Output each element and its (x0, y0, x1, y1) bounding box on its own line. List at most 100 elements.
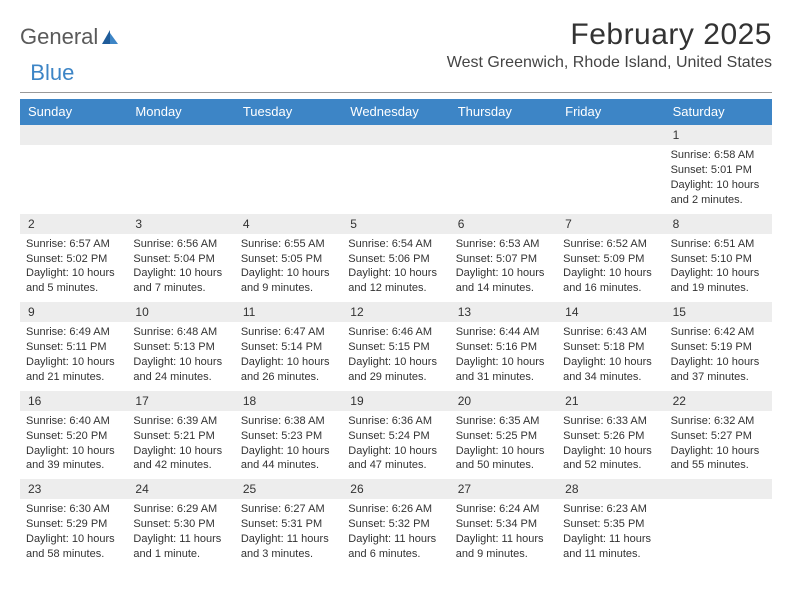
day-number (342, 125, 449, 145)
calendar-day: 12Sunrise: 6:46 AMSunset: 5:15 PMDayligh… (342, 302, 449, 391)
day-number: 4 (235, 214, 342, 234)
day-number: 13 (450, 302, 557, 322)
sunset-text: Sunset: 5:21 PM (133, 429, 228, 444)
calendar-day (557, 125, 664, 214)
day-number: 22 (665, 391, 772, 411)
sunrise-text: Sunrise: 6:24 AM (456, 502, 551, 517)
calendar-day: 18Sunrise: 6:38 AMSunset: 5:23 PMDayligh… (235, 391, 342, 480)
calendar-day: 9Sunrise: 6:49 AMSunset: 5:11 PMDaylight… (20, 302, 127, 391)
sunrise-text: Sunrise: 6:53 AM (456, 237, 551, 252)
daylight-text: Daylight: 10 hours and 55 minutes. (671, 444, 766, 474)
calendar-day: 23Sunrise: 6:30 AMSunset: 5:29 PMDayligh… (20, 479, 127, 568)
day-number: 17 (127, 391, 234, 411)
sunrise-text: Sunrise: 6:51 AM (671, 237, 766, 252)
sail-icon (100, 28, 120, 46)
daylight-text: Daylight: 10 hours and 14 minutes. (456, 266, 551, 296)
day-number: 20 (450, 391, 557, 411)
day-of-week-header: Sunday Monday Tuesday Wednesday Thursday… (20, 99, 772, 125)
day-number: 3 (127, 214, 234, 234)
daylight-text: Daylight: 11 hours and 11 minutes. (563, 532, 658, 562)
calendar-day: 27Sunrise: 6:24 AMSunset: 5:34 PMDayligh… (450, 479, 557, 568)
sunset-text: Sunset: 5:14 PM (241, 340, 336, 355)
day-number (235, 125, 342, 145)
brand-word-1: General (20, 24, 98, 50)
title-block: February 2025 West Greenwich, Rhode Isla… (447, 18, 772, 72)
calendar-day: 26Sunrise: 6:26 AMSunset: 5:32 PMDayligh… (342, 479, 449, 568)
day-number: 24 (127, 479, 234, 499)
daylight-text: Daylight: 10 hours and 5 minutes. (26, 266, 121, 296)
calendar-day: 14Sunrise: 6:43 AMSunset: 5:18 PMDayligh… (557, 302, 664, 391)
sunset-text: Sunset: 5:30 PM (133, 517, 228, 532)
sunset-text: Sunset: 5:31 PM (241, 517, 336, 532)
daylight-text: Daylight: 10 hours and 19 minutes. (671, 266, 766, 296)
calendar-week: 2Sunrise: 6:57 AMSunset: 5:02 PMDaylight… (20, 214, 772, 303)
sunset-text: Sunset: 5:15 PM (348, 340, 443, 355)
daylight-text: Daylight: 10 hours and 34 minutes. (563, 355, 658, 385)
calendar-day: 20Sunrise: 6:35 AMSunset: 5:25 PMDayligh… (450, 391, 557, 480)
sunset-text: Sunset: 5:05 PM (241, 252, 336, 267)
sunrise-text: Sunrise: 6:48 AM (133, 325, 228, 340)
daylight-text: Daylight: 10 hours and 26 minutes. (241, 355, 336, 385)
daylight-text: Daylight: 10 hours and 29 minutes. (348, 355, 443, 385)
sunset-text: Sunset: 5:20 PM (26, 429, 121, 444)
calendar-day: 4 Sunrise: 6:55 AMSunset: 5:05 PMDaylight… (235, 214, 342, 303)
calendar-day: 19Sunrise: 6:36 AMSunset: 5:24 PMDayligh… (342, 391, 449, 480)
sunrise-text: Sunrise: 6:55 AM (241, 237, 336, 252)
calendar-day: 6Sunrise: 6:53 AMSunset: 5:07 PMDaylight… (450, 214, 557, 303)
day-number: 27 (450, 479, 557, 499)
sunrise-text: Sunrise: 6:56 AM (133, 237, 228, 252)
day-number (557, 125, 664, 145)
sunset-text: Sunset: 5:34 PM (456, 517, 551, 532)
day-number: 18 (235, 391, 342, 411)
day-number: 15 (665, 302, 772, 322)
sunrise-text: Sunrise: 6:46 AM (348, 325, 443, 340)
day-number: 8 (665, 214, 772, 234)
dow-thursday: Thursday (450, 99, 557, 125)
sunset-text: Sunset: 5:19 PM (671, 340, 766, 355)
day-number: 7 (557, 214, 664, 234)
dow-friday: Friday (557, 99, 664, 125)
daylight-text: Daylight: 10 hours and 31 minutes. (456, 355, 551, 385)
calendar-week: 1Sunrise: 6:58 AMSunset: 5:01 PMDaylight… (20, 125, 772, 214)
sunset-text: Sunset: 5:04 PM (133, 252, 228, 267)
calendar-day: 15Sunrise: 6:42 AMSunset: 5:19 PMDayligh… (665, 302, 772, 391)
month-title: February 2025 (447, 18, 772, 52)
sunset-text: Sunset: 5:10 PM (671, 252, 766, 267)
calendar-day: 1Sunrise: 6:58 AMSunset: 5:01 PMDaylight… (665, 125, 772, 214)
day-number: 25 (235, 479, 342, 499)
sunset-text: Sunset: 5:09 PM (563, 252, 658, 267)
sunrise-text: Sunrise: 6:32 AM (671, 414, 766, 429)
dow-monday: Monday (127, 99, 234, 125)
calendar-day (342, 125, 449, 214)
calendar-day: 22Sunrise: 6:32 AMSunset: 5:27 PMDayligh… (665, 391, 772, 480)
calendar-day: 3 Sunrise: 6:56 AMSunset: 5:04 PMDaylight… (127, 214, 234, 303)
sunrise-text: Sunrise: 6:40 AM (26, 414, 121, 429)
daylight-text: Daylight: 10 hours and 9 minutes. (241, 266, 336, 296)
sunset-text: Sunset: 5:01 PM (671, 163, 766, 178)
daylight-text: Daylight: 10 hours and 7 minutes. (133, 266, 228, 296)
sunset-text: Sunset: 5:16 PM (456, 340, 551, 355)
daylight-text: Daylight: 10 hours and 44 minutes. (241, 444, 336, 474)
day-number (450, 125, 557, 145)
day-number: 1 (665, 125, 772, 145)
day-number: 23 (20, 479, 127, 499)
sunset-text: Sunset: 5:13 PM (133, 340, 228, 355)
calendar-week: 16Sunrise: 6:40 AMSunset: 5:20 PMDayligh… (20, 391, 772, 480)
sunrise-text: Sunrise: 6:44 AM (456, 325, 551, 340)
header-rule (20, 92, 772, 93)
calendar-day: 10Sunrise: 6:48 AMSunset: 5:13 PMDayligh… (127, 302, 234, 391)
daylight-text: Daylight: 10 hours and 50 minutes. (456, 444, 551, 474)
calendar-day: 28Sunrise: 6:23 AMSunset: 5:35 PMDayligh… (557, 479, 664, 568)
sunrise-text: Sunrise: 6:54 AM (348, 237, 443, 252)
calendar-week: 9Sunrise: 6:49 AMSunset: 5:11 PMDaylight… (20, 302, 772, 391)
day-number: 10 (127, 302, 234, 322)
sunset-text: Sunset: 5:35 PM (563, 517, 658, 532)
calendar-day: 8 Sunrise: 6:51 AMSunset: 5:10 PMDaylight… (665, 214, 772, 303)
sunset-text: Sunset: 5:24 PM (348, 429, 443, 444)
daylight-text: Daylight: 10 hours and 58 minutes. (26, 532, 121, 562)
sunrise-text: Sunrise: 6:58 AM (671, 148, 766, 163)
day-number: 14 (557, 302, 664, 322)
sunrise-text: Sunrise: 6:43 AM (563, 325, 658, 340)
sunrise-text: Sunrise: 6:52 AM (563, 237, 658, 252)
sunrise-text: Sunrise: 6:49 AM (26, 325, 121, 340)
